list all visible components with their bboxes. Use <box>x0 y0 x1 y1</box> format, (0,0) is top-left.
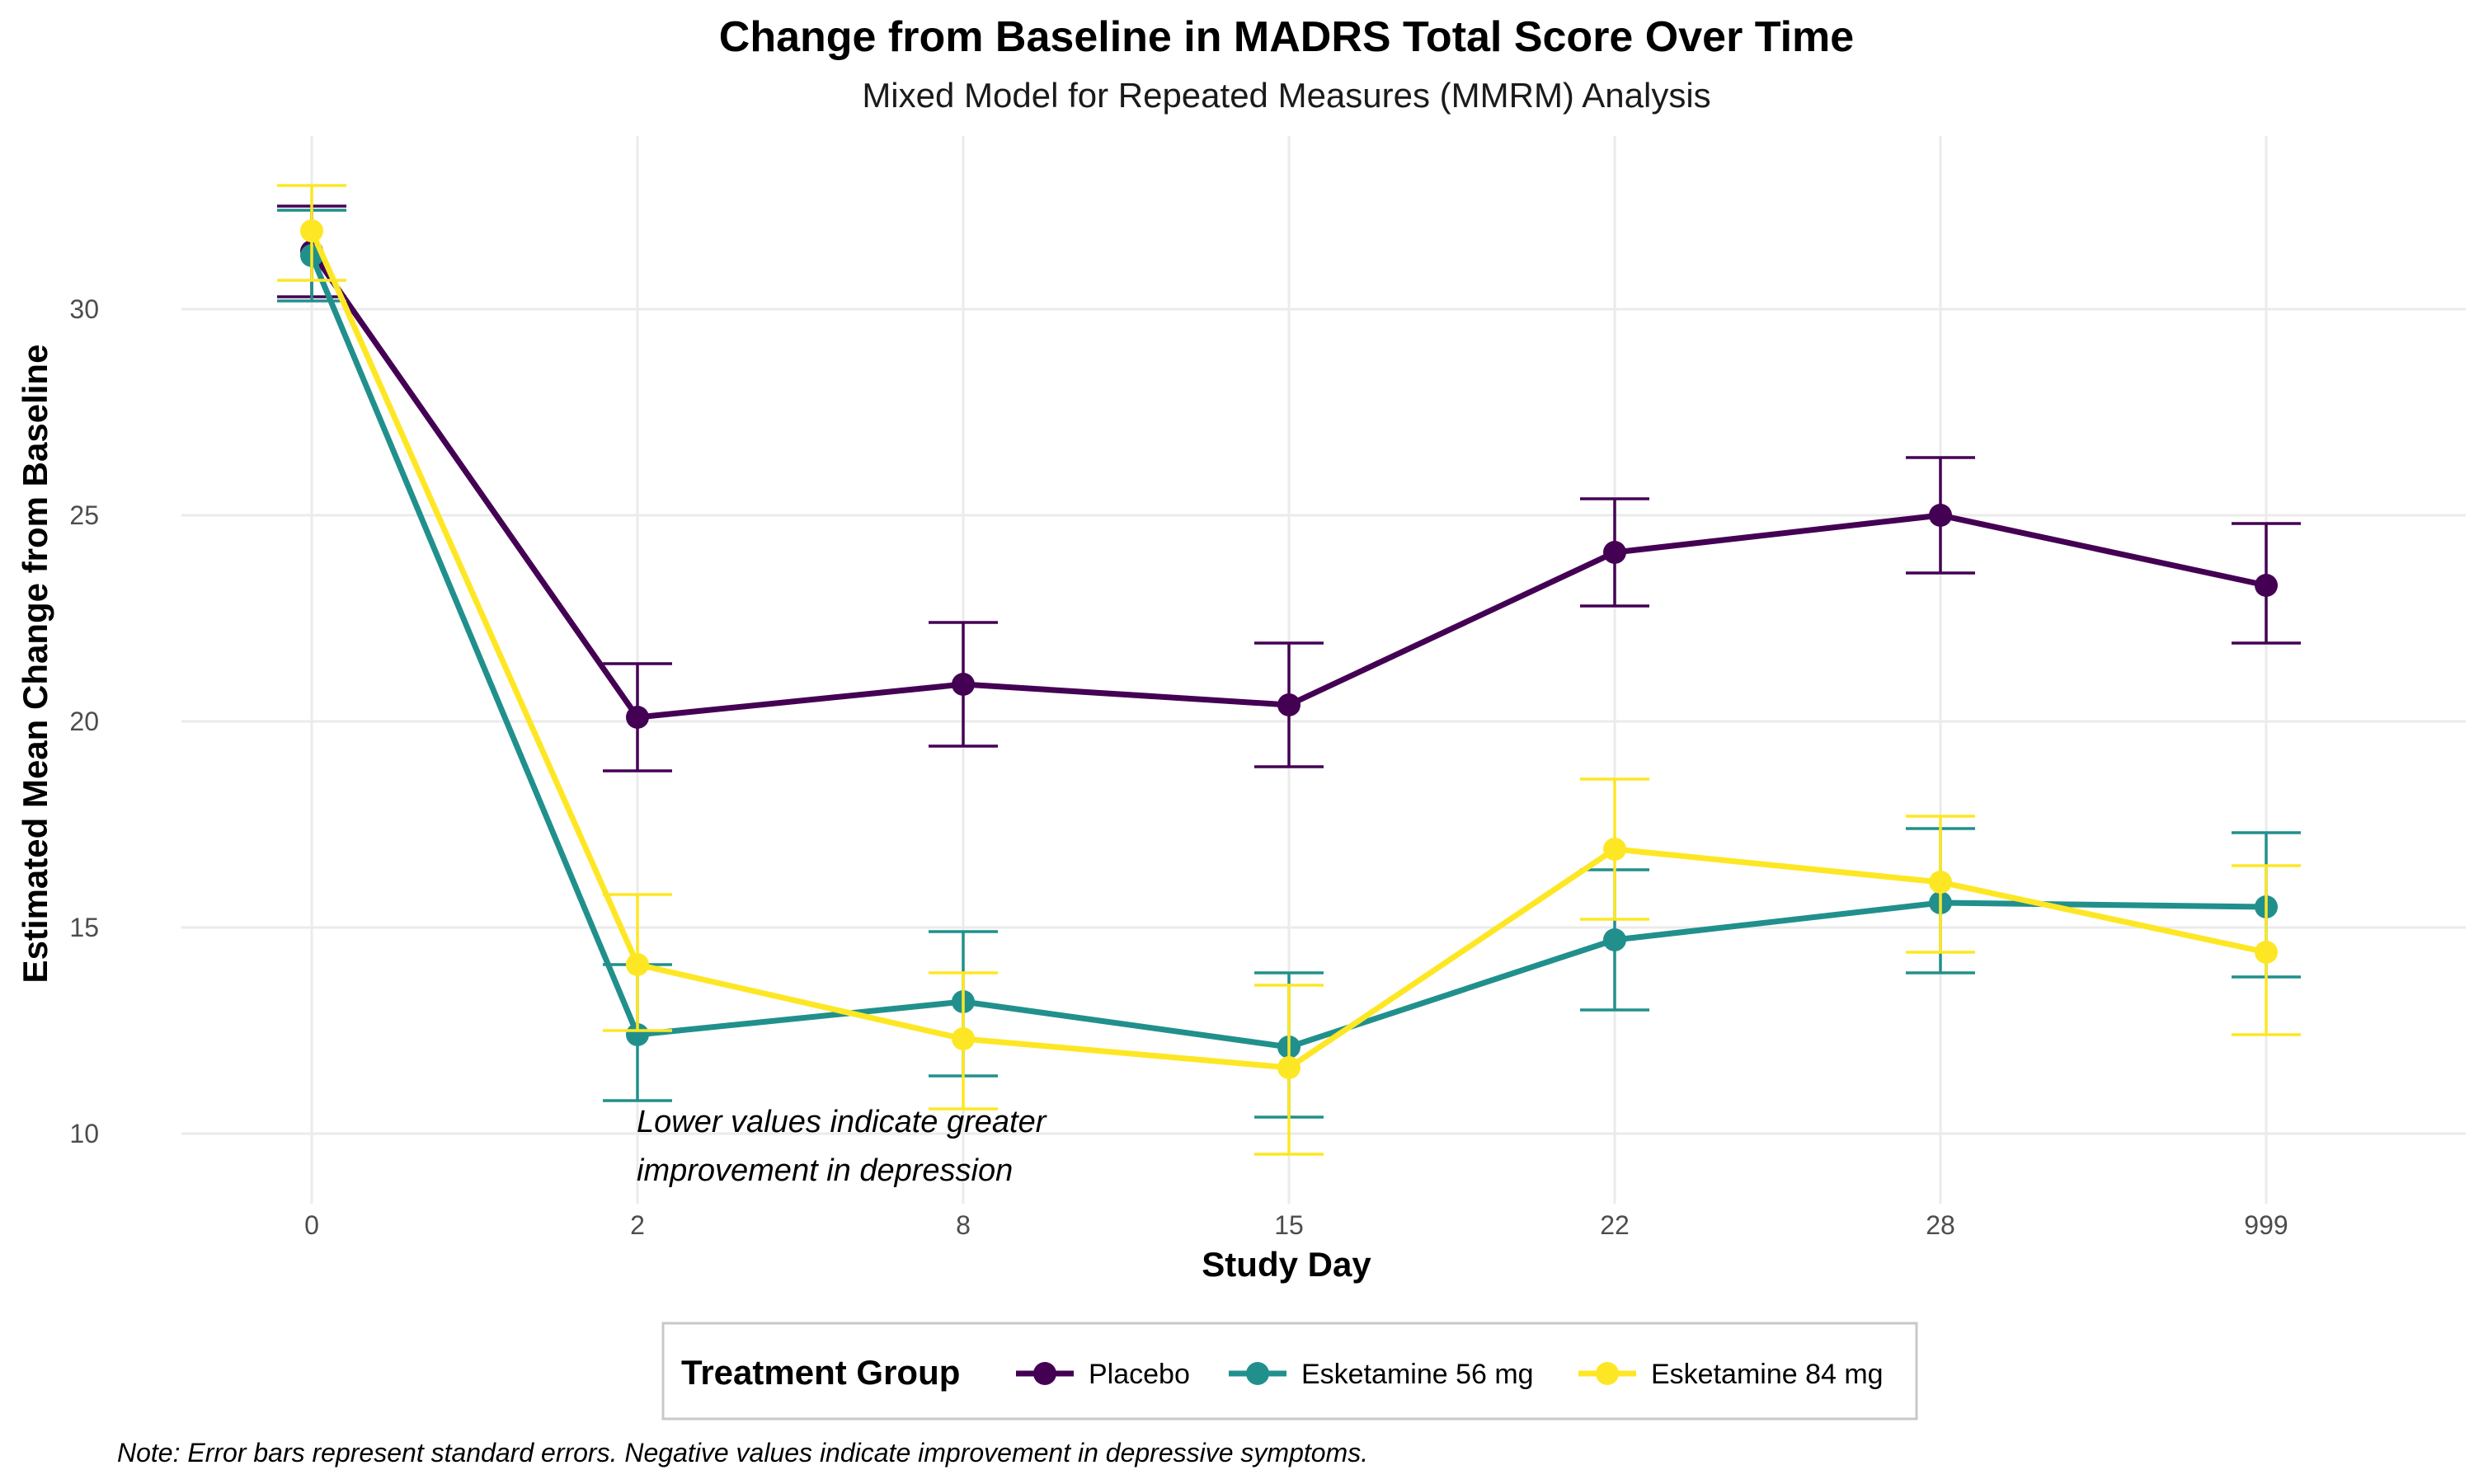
legend-title: Treatment Group <box>681 1353 960 1392</box>
y-axis-ticks: 10 15 20 25 30 <box>69 294 99 1148</box>
legend-label: Esketamine 84 mg <box>1651 1359 1884 1390</box>
legend-key-point <box>1033 1362 1056 1385</box>
data-point <box>1603 928 1626 951</box>
data-point <box>952 673 975 696</box>
legend-items: Placebo Esketamine 56 mg Esketamine 84 mg <box>1016 1359 1884 1390</box>
data-point <box>1277 1056 1300 1079</box>
x-axis-ticks: 0 2 8 15 22 28 999 <box>304 1210 2288 1240</box>
legend-box <box>661 1322 1918 1421</box>
x-tick-label: 0 <box>304 1210 319 1240</box>
legend-label: Placebo <box>1089 1359 1190 1390</box>
legend-key-point <box>1246 1362 1269 1385</box>
x-tick-label: 15 <box>1274 1210 1304 1240</box>
x-tick-label: 22 <box>1600 1210 1630 1240</box>
data-point <box>2255 941 2278 964</box>
chart-subtitle: Mixed Model for Repeated Measures (MMRM)… <box>862 76 1710 115</box>
x-tick-label: 8 <box>956 1210 971 1240</box>
data-point <box>1603 541 1626 564</box>
data-point <box>626 1023 649 1046</box>
x-tick-label: 28 <box>1926 1210 1955 1240</box>
legend-label: Esketamine 56 mg <box>1301 1359 1534 1390</box>
data-point <box>952 1027 975 1050</box>
data-point <box>1277 693 1300 716</box>
data-point <box>1929 871 1952 894</box>
x-tick-label: 2 <box>630 1210 645 1240</box>
data-point <box>2255 574 2278 597</box>
series-layer <box>277 184 2301 1156</box>
y-axis-title: Estimated Mean Change from Baseline <box>16 345 54 984</box>
y-tick-label: 15 <box>69 913 99 942</box>
footnote: Note: Error bars represent standard erro… <box>117 1438 1368 1468</box>
y-tick-label: 10 <box>69 1119 99 1148</box>
series-esketamine-84-mg <box>277 184 2301 1156</box>
data-point <box>626 953 649 976</box>
annotation-line-2: improvement in depression <box>637 1153 1013 1188</box>
data-point <box>1929 504 1952 527</box>
y-tick-label: 30 <box>69 294 99 324</box>
annotation-line-1: Lower values indicate greater <box>637 1105 1047 1139</box>
y-tick-label: 20 <box>69 707 99 736</box>
data-point <box>1603 838 1626 861</box>
data-point <box>300 219 323 242</box>
chart-title: Change from Baseline in MADRS Total Scor… <box>719 13 1854 61</box>
legend: Treatment Group Placebo Esketamine 56 mg E… <box>661 1322 1918 1421</box>
legend-key-point <box>1596 1362 1619 1385</box>
x-tick-label: 999 <box>2244 1210 2288 1240</box>
y-tick-label: 25 <box>69 500 99 530</box>
x-axis-title: Study Day <box>1202 1245 1371 1284</box>
gridlines <box>181 136 2466 1204</box>
data-point <box>626 706 649 729</box>
